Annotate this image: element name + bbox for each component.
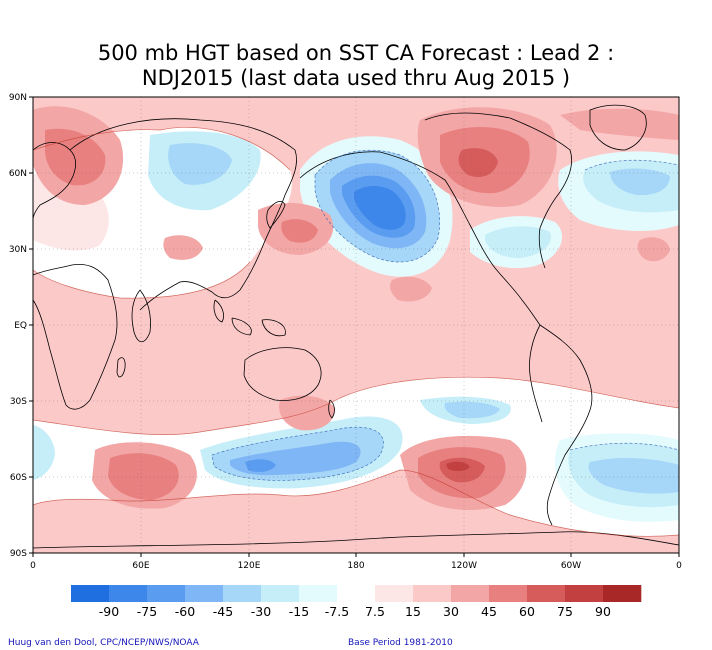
base-period-note: Base Period 1981-2010 [348,638,453,648]
color-bar-swatch [299,585,338,602]
lon-label: 0 [30,561,36,571]
color-bar-swatch [109,585,148,602]
lat-label: 60S [10,473,27,483]
lon-label: 120W [451,561,477,571]
color-bar-swatch [337,585,376,602]
color-bar-swatch [489,585,528,602]
color-bar-swatch [375,585,414,602]
lon-label: 180 [347,561,364,571]
lat-label: 90S [10,549,27,559]
lon-label: 60E [132,561,149,571]
coastlines [33,104,679,549]
color-bar-swatch [71,585,110,602]
lon-label: 60W [561,561,581,571]
color-bar-swatch [223,585,262,602]
lon-label: 120E [238,561,261,571]
color-bar-swatch [451,585,490,602]
color-bar-labels: -90 -75 -60 -45 -30 -15 -7.5 7.5 15 30 45 60 75 90 [99,604,611,619]
color-bar-swatch [185,585,224,602]
color-bar [71,585,642,602]
lon-label: 0 [676,561,682,571]
color-bar-tick-label: 15 [405,604,421,619]
color-bar-tick-label: -60 [175,604,195,619]
color-bar-tick-label: -75 [137,604,157,619]
color-bar-tick-label: 60 [519,604,535,619]
color-bar-tick-label: -45 [213,604,233,619]
color-bar-swatch [565,585,604,602]
color-bar-swatch [603,585,642,602]
color-bar-swatch [527,585,566,602]
lat-label: 60N [9,169,27,179]
lat-label: 90N [9,93,27,103]
color-bar-tick-label: 45 [481,604,497,619]
color-bar-tick-label: 7.5 [365,604,385,619]
map-title-line-2: NDJ2015 (last data used thru Aug 2015 ) [141,66,571,90]
color-bar-swatch [147,585,186,602]
color-bar-swatch [261,585,300,602]
color-bar-tick-label: -90 [99,604,119,619]
lat-label: EQ [14,321,27,331]
lat-label: 30S [10,397,27,407]
lat-label: 30N [9,245,27,255]
negative-contours [211,149,679,481]
color-bar-tick-label: -15 [289,604,309,619]
color-bar-tick-label: 75 [557,604,573,619]
map-title-line-1: 500 mb HGT based on SST CA Forecast : Le… [97,41,615,65]
author-credit: Huug van den Dool, CPC/NCEP/NWS/NOAA [8,638,199,648]
color-bar-tick-label: 30 [443,604,459,619]
positive-contours [33,127,679,537]
map-field [33,97,679,553]
color-bar-tick-label: -30 [251,604,271,619]
color-bar-tick-label: -7.5 [325,604,349,619]
graticule [33,97,679,553]
color-bar-swatch [413,585,452,602]
color-bar-tick-label: 90 [595,604,611,619]
